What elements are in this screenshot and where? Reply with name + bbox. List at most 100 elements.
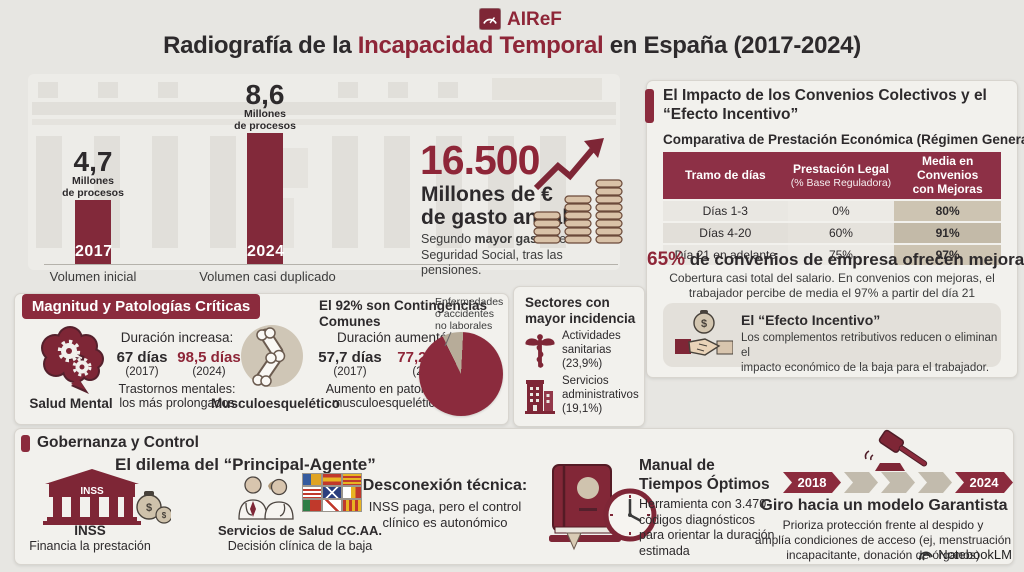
table-row: Días 1-3 0% 80% — [663, 199, 1001, 223]
spend-amount: 16.500 — [420, 137, 540, 183]
incentive-box: $ El “Efecto Incentivo” Los complementos… — [663, 303, 1001, 374]
inss-name: INSS — [74, 523, 106, 538]
mental-2024-year: (2024) — [192, 366, 226, 378]
musculo-2017-year: (2017) — [333, 366, 367, 378]
highlight-65: 65% de convenios de empresa ofrecen mejo… — [647, 249, 1024, 270]
regional-flags-icon — [302, 473, 363, 515]
svg-text:$: $ — [146, 502, 152, 514]
bar-value: 4,7 — [73, 146, 113, 177]
watermark-notebooklm: NotebookLM — [918, 547, 1012, 562]
title-suffix: en España (2017-2024) — [603, 32, 861, 59]
book-clock-icon — [549, 464, 657, 551]
disconnect-text: INSS paga, pero el control clínico es au… — [368, 499, 522, 531]
pie-label: Enfermedades o accidentes no laborales — [435, 296, 504, 333]
bar-unit: Millones de procesos — [234, 108, 296, 132]
bar-caption-2024: Volumen casi duplicado — [199, 269, 336, 284]
bar-year-label: 2017 — [75, 243, 113, 260]
timeline-segment — [881, 472, 915, 493]
sector-item-sanitarias: Actividades sanitarias (23,9%) — [562, 330, 621, 370]
salud-caption: Decisión clínica de la baja — [227, 539, 373, 553]
contingencias-heading: El 92% son Contingencias Comunes — [319, 298, 488, 330]
table-title: Comparativa de Prestación Económica (Rég… — [663, 132, 1024, 147]
money-bags-part: $ $ — [136, 491, 171, 524]
table-header-row: Tramo de días Prestación Legal (% Base Re… — [663, 152, 1001, 201]
mental-2024-value: 98,5 días — [177, 349, 241, 366]
coins-trend-icon — [533, 138, 623, 244]
bar-2024-value-block: 8,6 Millones de procesos — [217, 81, 313, 132]
doctors-icon — [238, 476, 294, 520]
sectors-title: Sectores con mayor incidencia — [525, 295, 636, 327]
salud-name: Servicios de Salud CC.AA. — [218, 523, 382, 538]
spend-line1: Millones de € — [421, 183, 553, 206]
impact-panel-marker — [645, 89, 654, 123]
mental-label: Salud Mental — [29, 396, 113, 411]
dilemma-heading: El dilema del “Principal-Agente” — [115, 455, 376, 474]
governance-title: Gobernanza y Control — [37, 434, 199, 451]
musculo-heading: Duración aumentó: — [336, 330, 452, 345]
table-row: Días 4-20 60% 91% — [663, 221, 1001, 245]
bar-year-label: 2024 — [247, 243, 285, 260]
timeline-segment — [918, 472, 952, 493]
mental-heading: Duración increasa: — [120, 330, 234, 345]
spend-note-line2: Seguridad Social, tras las pensiones. — [421, 247, 563, 278]
sectors-panel: Sectores con mayor incidencia Actividade… — [513, 286, 645, 427]
timeline-segment — [844, 472, 878, 493]
svg-text:$: $ — [701, 318, 707, 330]
pie-leader-line — [444, 331, 452, 347]
brain-gears-icon — [41, 326, 104, 394]
caduceus-icon — [525, 334, 555, 369]
manual-title: Manual de Tiempos Óptimos — [639, 457, 770, 493]
col-mejoras: Media en Convenios con Mejoras — [894, 152, 1001, 201]
garantista-title: Giro hacia un modelo Garantista — [760, 497, 1008, 514]
mental-2017-year: (2017) — [125, 366, 159, 378]
impact-panel: El Impacto de los Convenios Colectivos y… — [645, 80, 1024, 378]
highlight-subtext: Cobertura casi total del salario. En con… — [669, 271, 995, 300]
svg-text:INSS: INSS — [80, 486, 104, 497]
garantista-text: Prioriza protección frente al despido y … — [754, 518, 1012, 562]
table-row: Día 21 en adelante 75% 97% — [663, 243, 1001, 266]
inss-building-icon: INSS $ $ — [43, 469, 171, 525]
gavel-icon — [864, 429, 928, 471]
svg-text:$: $ — [162, 511, 167, 520]
office-building-icon — [525, 380, 555, 414]
col-legal: Prestación Legal (% Base Reguladora) — [787, 152, 895, 201]
musculo-label: Musculoesquelético — [211, 396, 341, 411]
bar-2024: 2024 — [247, 133, 285, 264]
timeline-start-chip: 2018 — [783, 472, 841, 493]
col-tramo: Tramo de días — [663, 152, 788, 201]
brand-name: AIReF — [507, 9, 562, 30]
mental-2017-value: 67 días — [116, 349, 168, 366]
watermark-label: NotebookLM — [938, 547, 1012, 562]
magnitude-panel-title-chip: Magnitud y Patologías Críticas — [22, 294, 260, 319]
bar-2017: 2017 — [75, 200, 113, 264]
manual-text: Herramienta con 3.470 códigos diagnóstic… — [639, 497, 775, 558]
benefits-table: Tramo de días Prestación Legal (% Base Re… — [663, 152, 1001, 266]
disconnect-heading: Desconexión técnica: — [362, 477, 528, 494]
incentive-title: El “Efecto Incentivo” — [741, 312, 881, 328]
title-prefix: Radiografía de la — [163, 32, 358, 59]
mental-note: Trastornos mentales: los más prolongados — [118, 382, 236, 411]
handshake-money-icon: $ — [675, 310, 733, 356]
timeline-end-chip: 2024 — [955, 472, 1013, 493]
bar-unit: Millones de procesos — [62, 175, 124, 199]
axis-line — [44, 264, 618, 265]
incentive-text: Los complementos retributivos reducen o … — [741, 332, 998, 374]
impact-title: El Impacto de los Convenios Colectivos y… — [663, 87, 987, 123]
spend-line2: de gasto anual — [421, 206, 569, 229]
airef-logo-icon — [479, 8, 501, 30]
bar-caption-2017: Volumen inicial — [49, 269, 137, 284]
notebooklm-icon — [919, 551, 934, 561]
musculo-2017-value: 57,7 días — [318, 349, 382, 366]
sector-item-administrativos: Servicios administrativos (19,1%) — [562, 375, 639, 415]
governance-panel: Gobernanza y Control El dilema del “Prin… — [14, 428, 1014, 565]
page-title: Radiografía de la Incapacidad Temporal e… — [0, 32, 1024, 60]
pie-chart — [419, 332, 503, 416]
magnitude-panel: Magnitud y Patologías Críticas Salud Men… — [14, 293, 509, 425]
bar-2017-value-block: 4,7 Millones de procesos — [45, 148, 141, 199]
title-accent: Incapacidad Temporal — [357, 32, 604, 59]
timeline: 2018 2024 — [783, 472, 1013, 493]
bar-value: 8,6 — [245, 79, 285, 110]
inss-caption: Financia la prestación — [29, 539, 151, 553]
governance-panel-marker — [21, 435, 30, 452]
